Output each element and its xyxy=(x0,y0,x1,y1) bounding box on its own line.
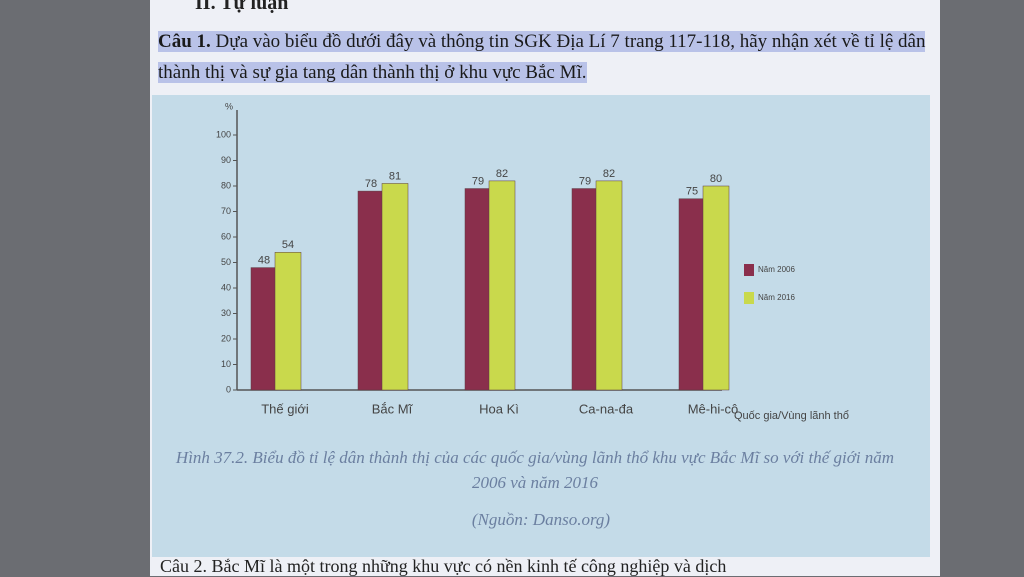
bar xyxy=(464,188,492,391)
y-tick-label: 50 xyxy=(221,257,231,267)
y-tick-label: 30 xyxy=(221,308,231,318)
x-tick-label: Mê-hi-cô xyxy=(688,401,739,416)
x-tick-label: Thế giới xyxy=(261,401,309,416)
question-text: Dựa vào biểu đồ dưới đây và thông tin SG… xyxy=(158,31,926,83)
bar xyxy=(357,190,385,391)
legend-swatch xyxy=(744,264,754,276)
value-label: 82 xyxy=(603,168,615,180)
y-tick-label: 70 xyxy=(221,206,231,216)
legend-label: Năm 2016 xyxy=(758,293,795,302)
y-axis-label: % xyxy=(225,101,233,111)
chart-caption: Hình 37.2. Biểu đồ tỉ lệ dân thành thị c… xyxy=(175,448,895,492)
bar xyxy=(678,198,706,391)
x-tick-label: Hoa Kì xyxy=(479,401,519,416)
chart-panel: % 0 10 20 30 40 50 60 70 80 90 100 Thế giới 48 54 Bắc M… xyxy=(152,95,930,557)
x-tick-label: Ca-na-đa xyxy=(579,401,634,416)
bar xyxy=(274,252,302,391)
value-label: 75 xyxy=(686,186,698,198)
value-label: 79 xyxy=(579,175,591,187)
y-tick-label: 10 xyxy=(221,359,231,369)
bar xyxy=(488,180,516,391)
value-label: 81 xyxy=(389,170,401,182)
y-tick-label: 20 xyxy=(221,333,231,343)
legend-label: Năm 2006 xyxy=(758,265,795,274)
bar xyxy=(381,183,409,391)
x-tick-label: Bắc Mĩ xyxy=(372,401,414,416)
legend-swatch xyxy=(744,292,754,304)
bar xyxy=(702,185,730,391)
value-label: 54 xyxy=(282,239,294,251)
y-tick-label: 60 xyxy=(221,231,231,241)
y-tick-label: 0 xyxy=(226,384,231,394)
question-label: Câu 1. xyxy=(158,31,211,52)
question: Câu 1. Dựa vào biểu đồ dưới đây và thông… xyxy=(158,26,928,88)
value-label: 82 xyxy=(496,168,508,180)
y-tick-label: 40 xyxy=(221,282,231,292)
bar xyxy=(595,180,623,391)
next-question: Câu 2. Bắc Mĩ là một trong những khu vực… xyxy=(160,556,727,576)
x-axis-label: Quốc gia/Vùng lãnh thổ xyxy=(734,410,849,422)
bar xyxy=(250,267,278,391)
value-label: 48 xyxy=(258,255,270,267)
heading: II. Tự luận xyxy=(195,0,289,14)
value-label: 80 xyxy=(710,173,722,185)
y-tick-label: 80 xyxy=(221,180,231,190)
chart: % 0 10 20 30 40 50 60 70 80 90 100 Thế giới 48 54 Bắc M… xyxy=(216,101,849,422)
y-tick-label: 100 xyxy=(216,129,231,139)
value-label: 78 xyxy=(365,178,377,190)
value-label: 79 xyxy=(472,175,484,187)
chart-source: (Nguồn: Danso.org) xyxy=(471,510,611,529)
bar xyxy=(571,188,599,391)
y-tick-label: 90 xyxy=(221,155,231,165)
